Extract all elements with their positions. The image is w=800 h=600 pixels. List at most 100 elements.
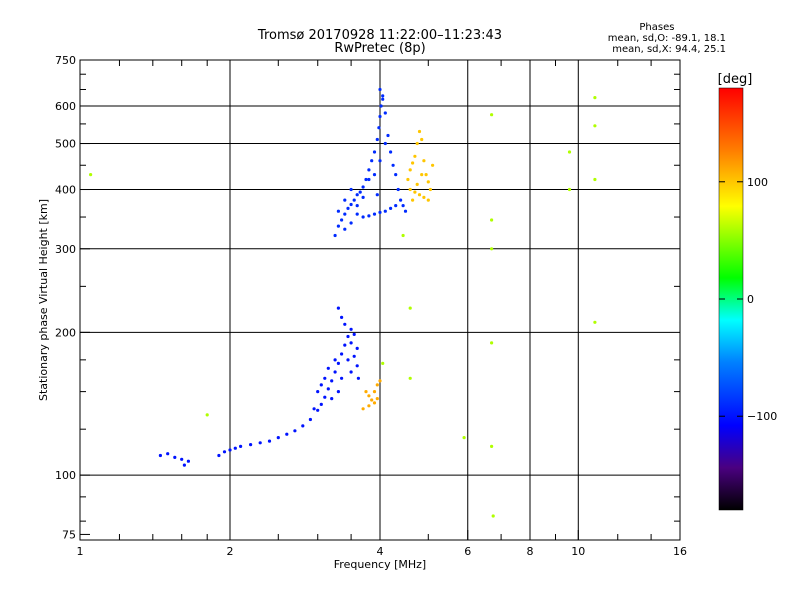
- axis-ticks: 1 2 4 6 8 10 16 75 100 200 300 400 500 600 750: [55, 54, 687, 558]
- data-point: [367, 404, 371, 408]
- y-tick-label: 600: [55, 100, 76, 113]
- data-point: [333, 370, 337, 374]
- data-point: [396, 187, 400, 192]
- data-point: [89, 173, 93, 177]
- data-point: [349, 202, 353, 207]
- data-point: [258, 441, 262, 445]
- data-point: [356, 376, 360, 380]
- colorbar-tick-label: −100: [747, 410, 777, 423]
- data-point: [361, 195, 365, 199]
- data-point: [411, 161, 415, 165]
- data-point: [567, 150, 572, 154]
- y-axis-label: Stationary phase Virtual Height [km]: [37, 199, 50, 401]
- data-point: [293, 429, 297, 433]
- data-point: [349, 327, 353, 331]
- data-point: [379, 104, 383, 108]
- data-point: [349, 187, 353, 192]
- data-point: [462, 436, 466, 440]
- data-point: [326, 387, 330, 391]
- x-tick-label: 8: [527, 545, 534, 558]
- data-point: [367, 214, 371, 218]
- data-point: [349, 221, 353, 225]
- data-point: [490, 444, 494, 448]
- data-point: [182, 463, 186, 467]
- data-point: [276, 436, 280, 440]
- data-point: [391, 163, 395, 167]
- data-point: [372, 390, 377, 394]
- data-point: [422, 159, 426, 163]
- data-point: [352, 198, 356, 202]
- data-point: [372, 401, 377, 405]
- data-point: [346, 358, 350, 362]
- data-point: [308, 417, 312, 422]
- data-point: [361, 185, 365, 189]
- data-point: [372, 173, 377, 177]
- data-point: [394, 173, 398, 177]
- data-point: [158, 453, 162, 458]
- data-point: [346, 206, 350, 210]
- data-point: [361, 407, 365, 411]
- data-point: [417, 129, 422, 134]
- data-point: [319, 402, 323, 406]
- data-point: [417, 193, 422, 197]
- data-point: [343, 343, 347, 347]
- data-point: [352, 332, 356, 336]
- data-point: [381, 94, 385, 98]
- data-point: [355, 193, 359, 197]
- data-point: [349, 341, 353, 345]
- data-point: [381, 361, 385, 365]
- data-point: [349, 370, 353, 374]
- data-point: [424, 173, 428, 177]
- data-point: [228, 448, 232, 452]
- data-point: [312, 407, 316, 411]
- data-point: [343, 198, 347, 202]
- y-tick-label: 500: [55, 138, 76, 151]
- data-point: [408, 306, 412, 310]
- data-point: [249, 443, 253, 447]
- data-point: [316, 408, 320, 412]
- data-point: [375, 137, 379, 142]
- x-tick-label: 10: [571, 545, 585, 558]
- data-point: [233, 446, 237, 450]
- data-point: [389, 206, 393, 210]
- data-point: [378, 114, 382, 119]
- data-point: [370, 398, 374, 402]
- data-point: [413, 154, 417, 158]
- colorbar-label: [deg]: [718, 72, 753, 87]
- colorbar-tick-label: 100: [747, 176, 768, 189]
- data-point: [336, 306, 340, 310]
- data-point: [343, 212, 347, 216]
- data-point: [330, 397, 334, 401]
- data-point: [389, 150, 393, 154]
- chart-title: Tromsø 20170928 11:22:00–11:23:43: [257, 28, 503, 43]
- data-point: [333, 233, 337, 238]
- data-point: [383, 209, 387, 213]
- data-point: [336, 361, 340, 365]
- data-point: [420, 137, 424, 142]
- data-point: [378, 87, 382, 92]
- data-point: [378, 210, 382, 214]
- data-point: [340, 315, 344, 319]
- data-point: [285, 432, 289, 436]
- data-point: [340, 376, 344, 380]
- data-point: [364, 177, 368, 182]
- data-point: [333, 358, 337, 362]
- data-point: [323, 376, 327, 380]
- data-point: [406, 177, 410, 182]
- data-point: [367, 168, 371, 172]
- data-point: [415, 182, 419, 186]
- y-tick-label: 100: [55, 469, 76, 482]
- data-point: [377, 126, 381, 130]
- data-point: [239, 444, 243, 448]
- data-point: [490, 341, 494, 345]
- data-point: [593, 96, 597, 100]
- y-tick-label: 300: [55, 243, 76, 256]
- data-point: [408, 168, 412, 172]
- data-point: [186, 459, 190, 463]
- x-axis-label: Frequency [MHz]: [334, 558, 426, 571]
- data-point: [364, 390, 368, 394]
- data-point: [383, 141, 387, 146]
- y-tick-label: 400: [55, 184, 76, 197]
- data-point: [426, 180, 430, 184]
